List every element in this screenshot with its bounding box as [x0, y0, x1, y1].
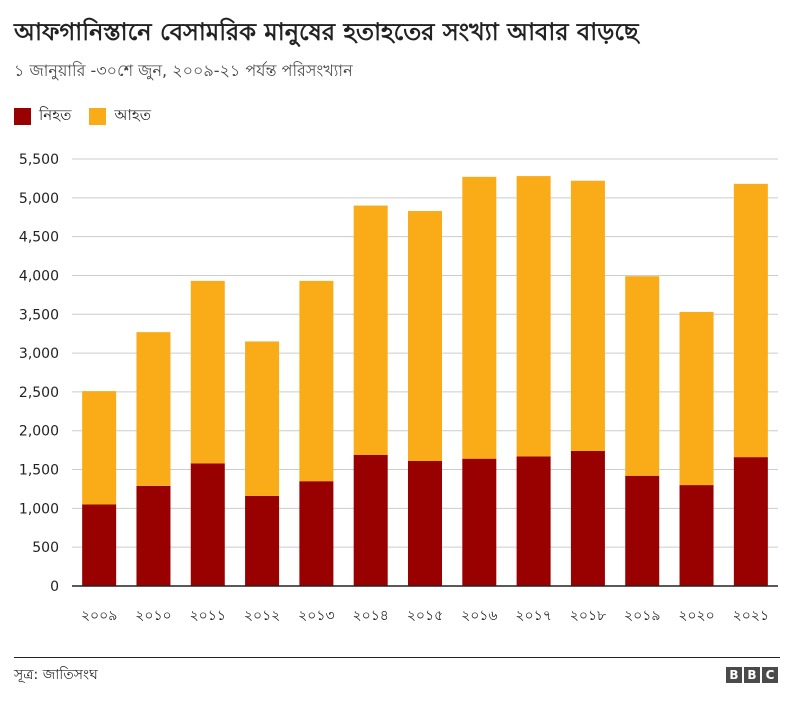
- x-tick-label: ২০১২: [244, 608, 280, 624]
- chart-legend: নিহত আহত: [14, 104, 169, 129]
- legend-swatch-injured: [89, 108, 107, 125]
- bar-injured: [353, 205, 388, 455]
- bar-injured: [82, 391, 117, 505]
- y-tick-label: 3,500: [19, 307, 59, 323]
- bar-injured: [462, 176, 497, 459]
- x-tick-label: ২০১৫: [407, 608, 443, 624]
- bar-killed: [245, 495, 280, 586]
- bbc-logo: B B C: [724, 667, 778, 683]
- x-tick-label: ২০২০: [678, 608, 714, 624]
- bar-injured: [190, 280, 225, 464]
- footer-divider: [14, 657, 780, 658]
- x-tick-label: ২০১৩: [298, 608, 334, 624]
- bar-injured: [136, 332, 171, 486]
- x-tick-label: ২০১৭: [515, 608, 551, 624]
- x-tick-label: ২০১১: [190, 608, 226, 624]
- y-tick-label: 5,000: [19, 191, 59, 207]
- bar-injured: [408, 211, 442, 462]
- x-tick-label: ২০১৮: [570, 608, 606, 624]
- bar-killed: [408, 461, 442, 586]
- x-tick-label: ২০১০: [135, 608, 171, 624]
- legend-item-injured: আহত: [89, 104, 151, 129]
- bar-killed: [570, 450, 605, 586]
- x-tick-label: ২০০৯: [81, 608, 117, 624]
- bar-injured: [516, 176, 551, 457]
- y-tick-label: 1,000: [19, 501, 59, 517]
- x-tick-label: ২০১৪: [353, 608, 389, 624]
- bar-killed: [353, 454, 388, 586]
- y-tick-label: 2,000: [19, 424, 59, 440]
- bar-injured: [733, 183, 768, 458]
- bar-injured: [245, 341, 280, 496]
- stacked-bar-chart: 0 500 1,000 1,500 2,000 2,500 3,000 3,500 4,000 4…: [19, 152, 778, 624]
- x-tick-label: ২০২১: [733, 608, 769, 624]
- bar-injured: [299, 280, 334, 482]
- y-tick-label: 3,000: [19, 346, 59, 362]
- bar-killed: [82, 504, 117, 586]
- bar-killed: [136, 485, 171, 586]
- y-tick-label: 5,500: [19, 152, 59, 168]
- source-note: সূত্র: জাতিসংঘ: [14, 667, 98, 683]
- logo-letter-3: C: [762, 667, 778, 683]
- legend-label-killed: নিহত: [39, 106, 72, 124]
- bar-injured: [679, 311, 714, 486]
- legend-item-killed: নিহত: [14, 104, 71, 129]
- bar-killed: [516, 456, 551, 586]
- chart-subtitle: ১ জানুয়ারি -৩০শে জুন, ২০০৯-২১ পর্যন্ত প…: [14, 61, 353, 80]
- bar-killed: [733, 457, 768, 586]
- chart-title: আফগানিস্তানে বেসামরিক মানুষের হতাহতের সং…: [14, 18, 639, 46]
- bar-killed: [679, 485, 714, 586]
- y-tick-label: 2,500: [19, 385, 59, 401]
- y-tick-label: 4,000: [19, 268, 59, 284]
- y-tick-label: 0: [50, 579, 59, 595]
- x-tick-label: ২০১৬: [461, 608, 497, 624]
- logo-letter-2: B: [744, 667, 760, 683]
- bar-killed: [190, 463, 225, 586]
- bar-killed: [462, 458, 497, 586]
- x-tick-label: ২০১৯: [624, 608, 660, 624]
- bar-killed: [299, 481, 334, 586]
- legend-label-injured: আহত: [114, 106, 152, 124]
- bar-injured: [570, 180, 605, 451]
- logo-letter-1: B: [726, 667, 742, 683]
- y-tick-label: 1,500: [19, 463, 59, 479]
- bar-injured: [625, 276, 660, 476]
- legend-swatch-killed: [14, 108, 31, 125]
- y-tick-label: 4,500: [19, 230, 59, 246]
- y-tick-label: 500: [32, 540, 59, 556]
- bar-killed: [625, 475, 660, 586]
